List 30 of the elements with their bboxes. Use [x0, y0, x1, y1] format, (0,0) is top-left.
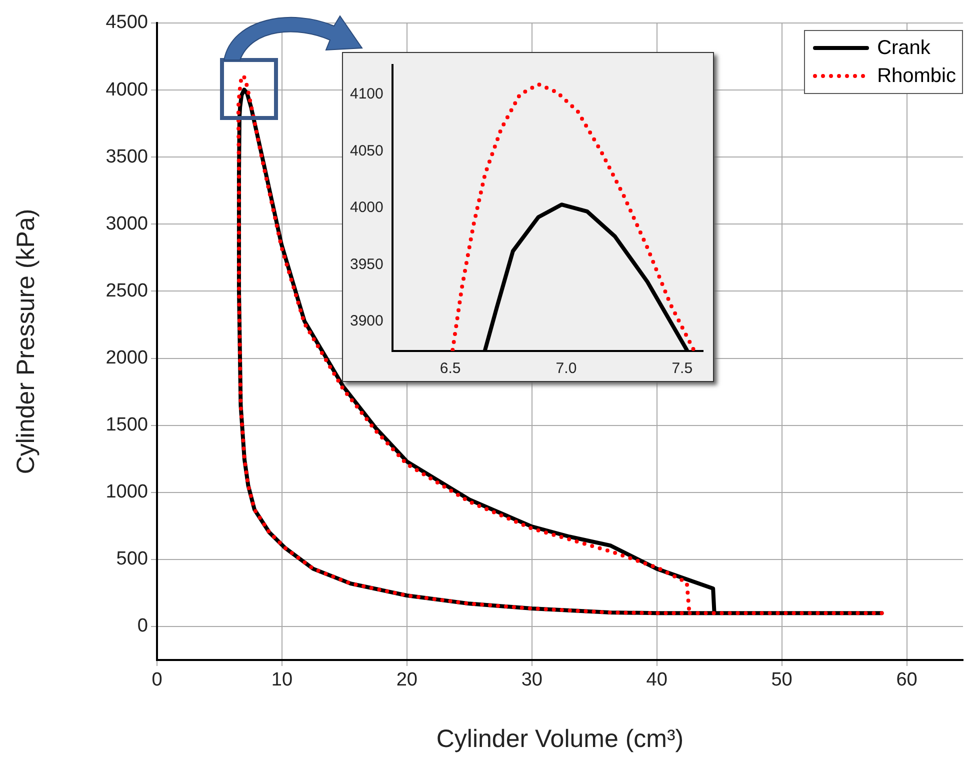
x-tick-label: 7.0	[556, 360, 577, 378]
y-tick-label: 3000	[106, 213, 148, 234]
y-tick-label: 0	[137, 616, 148, 637]
x-tick-label: 40	[646, 670, 668, 691]
y-axis-title: Cylinder Pressure (kPa)	[12, 208, 40, 474]
y-tick-label: 4100	[350, 86, 384, 103]
y-tick-label: 3900	[350, 312, 384, 330]
x-tick-label: 20	[396, 670, 418, 691]
y-tick-label: 4000	[350, 199, 384, 216]
x-tick-label: 7.5	[672, 360, 693, 378]
y-tick-label: 1000	[106, 482, 148, 503]
x-tick-label: 10	[271, 670, 293, 691]
x-tick-label: 50	[771, 670, 792, 691]
x-tick-label: 0	[152, 670, 162, 691]
legend-label: Rhombic	[877, 64, 956, 88]
x-tick-label: 60	[896, 670, 918, 691]
y-tick-label: 2500	[106, 280, 148, 302]
y-tick-label: 4500	[106, 12, 148, 34]
x-axis-title: Cylinder Volume (cm³)	[436, 724, 684, 753]
y-tick-label: 500	[116, 548, 148, 570]
y-tick-label: 4050	[350, 142, 384, 160]
y-tick-label: 4000	[106, 79, 148, 100]
x-tick-label: 30	[521, 670, 542, 691]
x-tick-label: 6.5	[440, 360, 461, 378]
line-series	[450, 82, 696, 351]
y-tick-label: 3500	[106, 146, 148, 168]
y-tick-label: 2000	[106, 348, 148, 368]
y-tick-label: 1500	[106, 414, 148, 436]
y-tick-label: 3950	[350, 256, 384, 273]
legend-label: Crank	[877, 36, 930, 60]
